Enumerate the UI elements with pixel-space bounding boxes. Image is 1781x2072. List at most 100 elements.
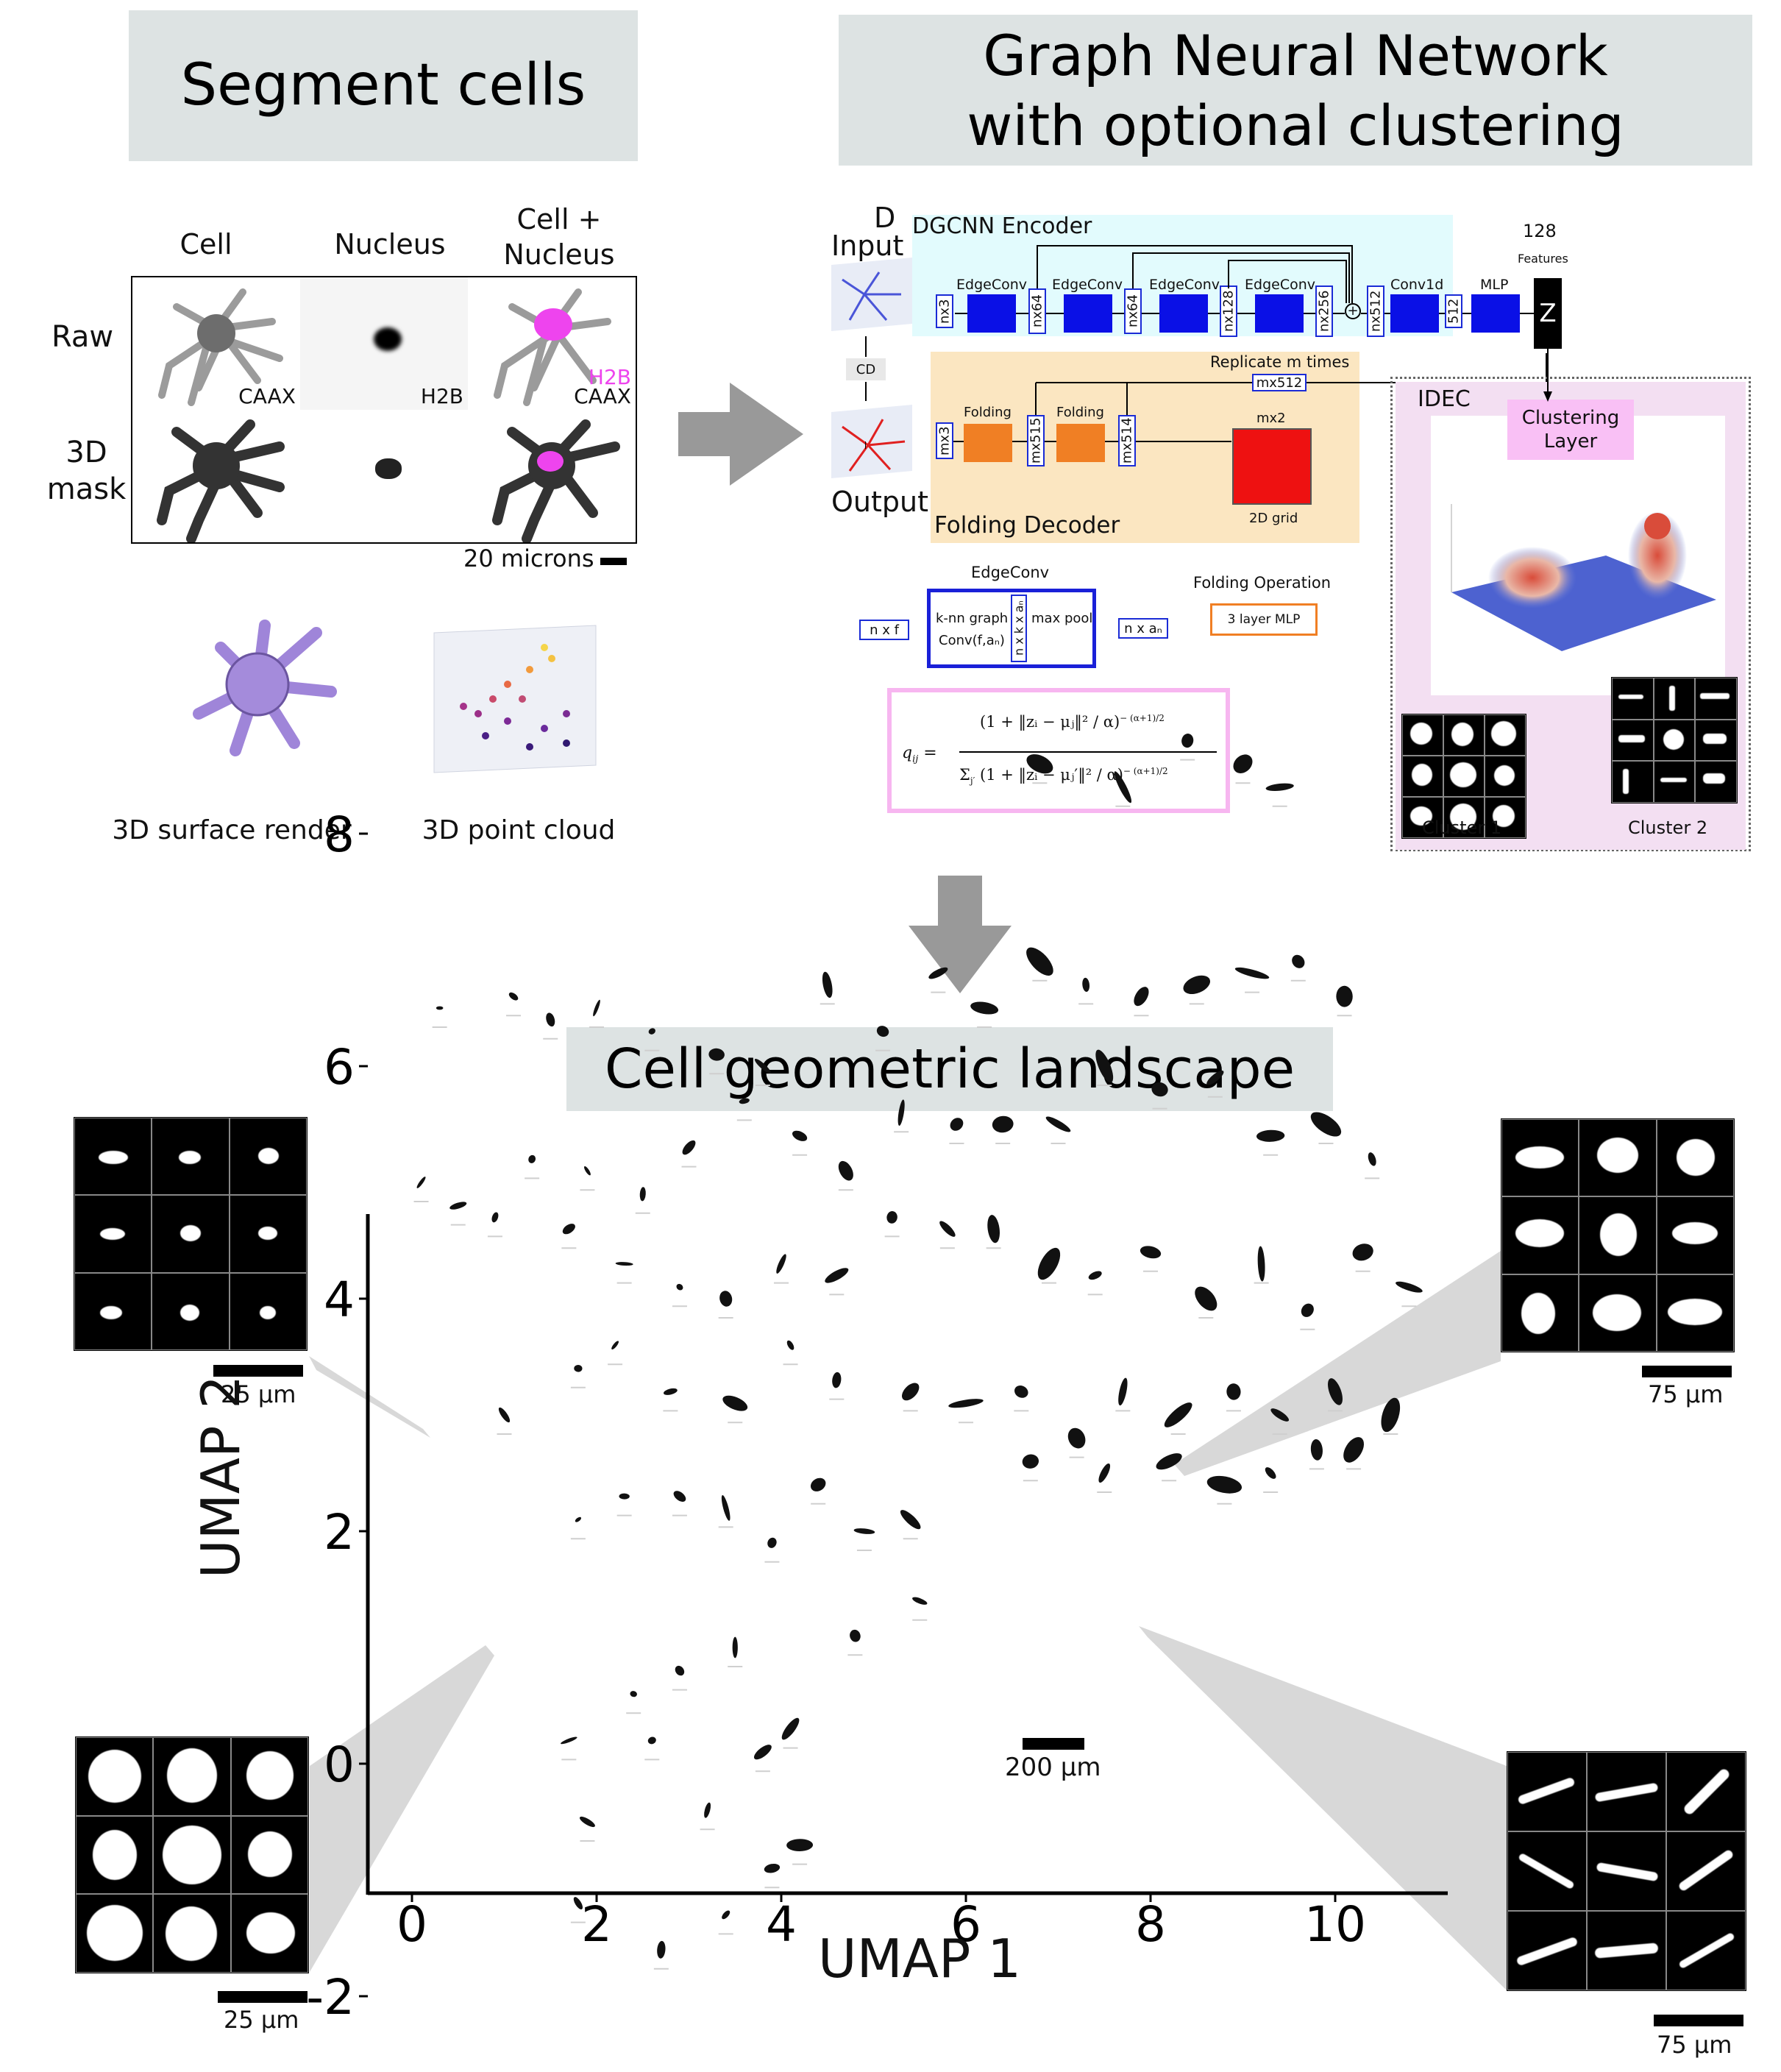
cell-glyph <box>1181 734 1194 748</box>
cell-glyph <box>1098 1463 1111 1483</box>
cell-glyph <box>648 1028 655 1035</box>
cell-glyph <box>508 992 519 1001</box>
fold-label-1: Folding <box>1056 405 1104 420</box>
folding-legend-title: Folding Operation <box>1193 574 1332 592</box>
cell-glyph <box>1265 783 1294 791</box>
cell-glyph <box>928 967 948 979</box>
cell-glyph <box>939 1221 956 1237</box>
concat-icon: + <box>1345 303 1361 319</box>
grid-label: 2D grid <box>1249 511 1298 526</box>
formula-numerator: (1 + ‖zᵢ − μⱼ‖² / α)− (α+1)/2 <box>980 713 1165 731</box>
input-label: Input <box>831 230 904 262</box>
scatter-points <box>413 734 1423 1970</box>
gnn-title-line1: Graph Neural Network <box>983 22 1608 88</box>
inset-bottomright <box>1507 1751 1746 1991</box>
cell-glyph <box>732 1636 738 1658</box>
cell-glyph <box>832 1372 842 1388</box>
formula-bar <box>959 751 1217 753</box>
idec-box: IDEC Clustering Layer <box>1390 377 1751 851</box>
cell-glyph <box>416 1177 426 1188</box>
cd-label: CD <box>856 361 876 377</box>
grid-size-label: mx2 <box>1256 411 1286 426</box>
row-label-mask: mask <box>46 472 127 506</box>
cell-glyph <box>1014 1386 1028 1398</box>
cell-glyph <box>491 1212 499 1223</box>
inset-bottomright-scale-label: 75 µm <box>1657 2031 1732 2059</box>
col-header-nucleus: Nucleus <box>334 228 446 260</box>
cell-glyph <box>498 1407 511 1423</box>
fold-block-1 <box>1056 424 1105 462</box>
enc-block-label-5: MLP <box>1480 277 1509 293</box>
cell-glyph <box>1310 1439 1323 1461</box>
folding-legend-mlp: 3 layer MLP <box>1227 612 1301 627</box>
features-label: Features <box>1518 252 1568 266</box>
cell-glyph <box>1256 1129 1285 1142</box>
x-tick-label: 2 <box>581 1896 612 1953</box>
cluster1-grid <box>1401 714 1526 839</box>
inset-zoom-shades <box>309 1251 1507 1990</box>
cell-glyph <box>1310 1112 1342 1137</box>
cell-glyph <box>850 1629 861 1642</box>
surface-render-caption: 3D surface render <box>112 815 352 845</box>
cell-glyph <box>822 971 833 998</box>
cell-glyph <box>1265 1467 1276 1479</box>
cell-glyph <box>776 1254 786 1274</box>
cell-glyph <box>1067 1427 1086 1449</box>
cell-glyph <box>1045 1116 1071 1132</box>
edgeconv-output: n x aₙ <box>1118 618 1168 639</box>
inset-topright-scale-bar <box>1642 1366 1732 1377</box>
cell-glyph <box>722 1910 730 1920</box>
inset-bottomleft <box>75 1736 309 1973</box>
mask-nucleus-spot <box>375 458 402 479</box>
surface-render <box>193 620 337 756</box>
landscape-title-text: Cell geometric landscape <box>604 1037 1295 1101</box>
cell-glyph <box>1206 1071 1224 1085</box>
cell-glyph <box>630 1691 637 1697</box>
x-ticks: 0 2 4 6 8 10 <box>397 1893 1366 1953</box>
landscape-scale-label: 200 µm <box>1005 1753 1101 1782</box>
cell-glyph <box>825 1268 849 1283</box>
cell-glyph <box>1206 1475 1243 1494</box>
formula-num-expr: (1 + ‖zᵢ − μⱼ‖² / α) <box>980 713 1120 731</box>
cell-glyph <box>764 1863 781 1873</box>
gnn-title: Graph Neural Network with optional clust… <box>839 15 1752 166</box>
enc-block-label-3: EdgeConv <box>1245 277 1315 293</box>
landscape-scale-bar <box>1023 1738 1084 1750</box>
cell-glyph <box>987 1215 1000 1243</box>
cell-glyph <box>673 1491 686 1502</box>
col-header-cell: Cell <box>179 228 232 260</box>
cell-glyph <box>1134 987 1149 1007</box>
cell-glyph <box>704 1802 711 1818</box>
cell-glyph <box>708 1048 725 1061</box>
cell-glyph <box>1088 1271 1102 1280</box>
row-label-3d: 3D <box>65 436 107 469</box>
cell-glyph <box>1270 1408 1290 1422</box>
raw-nucleus-image: H2B <box>300 277 469 411</box>
cell-glyph <box>1164 1402 1192 1427</box>
segment-title-text: Segment cells <box>180 52 586 118</box>
edgeconv-legend-title: EdgeConv <box>971 564 1050 581</box>
cell-glyph <box>722 1395 748 1411</box>
arrow-down <box>909 876 1012 993</box>
y-tick-label: 4 <box>324 1271 355 1328</box>
dec-dim-0: mx512 <box>1252 374 1307 391</box>
formula-den-sub: j′ <box>970 776 975 787</box>
cell-glyph <box>1368 1152 1376 1166</box>
enc-block-2 <box>1159 294 1208 333</box>
input-cloud <box>831 258 912 331</box>
cd-box: CD <box>846 358 886 380</box>
formula-den-sum: Σ <box>959 766 970 784</box>
enc-block-4 <box>1390 294 1439 333</box>
cell-glyph <box>647 1736 656 1745</box>
segment-title: Segment cells <box>129 10 638 161</box>
cell-glyph <box>1026 754 1053 774</box>
edgeconv-conv: Conv(f,aₙ) <box>939 633 1005 648</box>
encoder-title: DGCNN Encoder <box>912 213 1092 239</box>
cell-glyph <box>912 1597 928 1605</box>
cell-glyph <box>1396 1281 1423 1293</box>
formula-lhs: qij = <box>902 744 937 764</box>
segmentation-grid: CAAX H2B H2B CAAX <box>131 276 637 544</box>
raw-nucleus-label: H2B <box>420 384 463 408</box>
cell-glyph <box>900 1510 921 1530</box>
x-tick-label: 0 <box>397 1896 427 1953</box>
